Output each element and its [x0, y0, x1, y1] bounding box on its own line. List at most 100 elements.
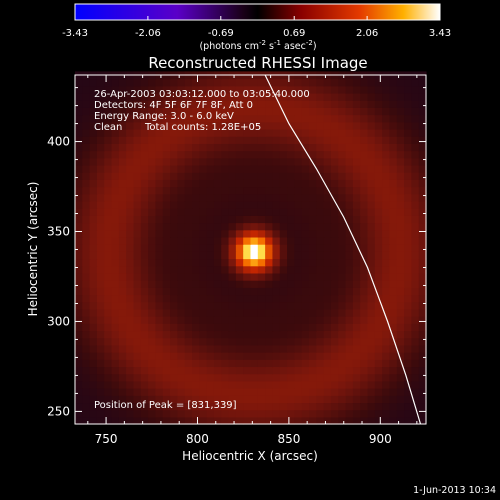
image-pixel: [118, 280, 127, 288]
image-pixel: [367, 236, 376, 245]
image-pixel: [294, 308, 303, 317]
image-pixel: [206, 164, 215, 173]
image-pixel: [170, 143, 178, 152]
image-pixel: [279, 366, 288, 375]
image-pixel: [184, 287, 193, 296]
image-pixel: [133, 416, 142, 425]
image-pixel: [126, 409, 135, 418]
image-pixel: [338, 272, 347, 281]
image-pixel: [118, 272, 127, 281]
image-pixel: [301, 359, 310, 368]
image-pixel: [206, 366, 215, 375]
image-pixel: [418, 150, 427, 159]
image-pixel: [316, 395, 325, 404]
image-pixel: [338, 251, 347, 260]
image-pixel: [418, 265, 427, 274]
image-pixel: [389, 258, 398, 267]
image-pixel: [316, 380, 325, 389]
image-pixel: [294, 330, 303, 339]
image-pixel: [272, 85, 281, 94]
image-pixel: [170, 121, 178, 130]
image-pixel: [104, 179, 113, 188]
image-pixel: [184, 172, 193, 180]
image-pixel: [279, 222, 288, 231]
image-pixel: [243, 193, 252, 202]
image-pixel: [228, 280, 237, 288]
image-pixel: [374, 308, 383, 317]
image-pixel: [118, 366, 127, 375]
image-pixel: [89, 157, 98, 166]
image-pixel: [389, 157, 398, 166]
image-pixel: [374, 416, 383, 425]
image-pixel: [323, 157, 332, 166]
image-pixel: [118, 330, 127, 339]
image-pixel: [126, 380, 135, 389]
image-pixel: [96, 316, 105, 324]
image-pixel: [148, 236, 157, 245]
image-pixel: [184, 92, 193, 101]
image-pixel: [192, 366, 200, 375]
image-pixel: [287, 236, 295, 245]
image-pixel: [367, 402, 376, 411]
image-pixel: [89, 215, 98, 224]
image-pixel: [309, 380, 317, 389]
image-pixel: [272, 229, 281, 238]
image-pixel: [309, 179, 317, 188]
image-pixel: [404, 92, 412, 101]
image-pixel: [133, 316, 142, 324]
image-pixel: [228, 229, 237, 238]
image-pixel: [330, 265, 339, 274]
image-pixel: [309, 244, 317, 252]
image-pixel: [345, 215, 354, 224]
image-pixel: [294, 143, 303, 152]
image-pixel: [170, 78, 178, 87]
image-pixel: [404, 157, 412, 166]
image-pixel: [301, 143, 310, 152]
image-pixel: [133, 301, 142, 310]
image-pixel: [243, 164, 252, 173]
image-pixel: [301, 164, 310, 173]
image-pixel: [367, 373, 376, 382]
image-pixel: [82, 380, 91, 389]
image-pixel: [309, 193, 317, 202]
image-pixel: [89, 402, 98, 411]
image-pixel: [323, 373, 332, 382]
image-pixel: [323, 200, 332, 209]
image-pixel: [279, 316, 288, 324]
image-pixel: [111, 186, 120, 195]
image-pixel: [389, 330, 398, 339]
image-pixel: [213, 287, 222, 296]
image-pixel: [352, 128, 361, 137]
image-pixel: [170, 128, 178, 137]
image-pixel: [75, 193, 83, 202]
image-pixel: [382, 172, 391, 180]
image-pixel: [133, 78, 142, 87]
image-pixel: [126, 294, 135, 303]
image-pixel: [235, 402, 244, 411]
image-pixel: [345, 143, 354, 152]
image-pixel: [411, 251, 420, 260]
image-pixel: [396, 380, 405, 389]
image-pixel: [162, 114, 171, 123]
image-pixel: [404, 402, 412, 411]
image-pixel: [75, 107, 83, 116]
image-pixel: [330, 114, 339, 123]
image-pixel: [162, 380, 171, 389]
image-pixel: [330, 136, 339, 144]
image-pixel: [243, 244, 252, 252]
image-pixel: [301, 244, 310, 252]
image-pixel: [382, 143, 391, 152]
image-pixel: [301, 366, 310, 375]
image-pixel: [367, 308, 376, 317]
image-pixel: [206, 244, 215, 252]
image-pixel: [418, 301, 427, 310]
image-pixel: [345, 280, 354, 288]
image-pixel: [148, 416, 157, 425]
image-pixel: [301, 373, 310, 382]
image-pixel: [287, 150, 295, 159]
image-pixel: [396, 352, 405, 360]
image-pixel: [89, 308, 98, 317]
image-pixel: [192, 172, 200, 180]
image-pixel: [257, 287, 266, 296]
image-pixel: [287, 78, 295, 87]
